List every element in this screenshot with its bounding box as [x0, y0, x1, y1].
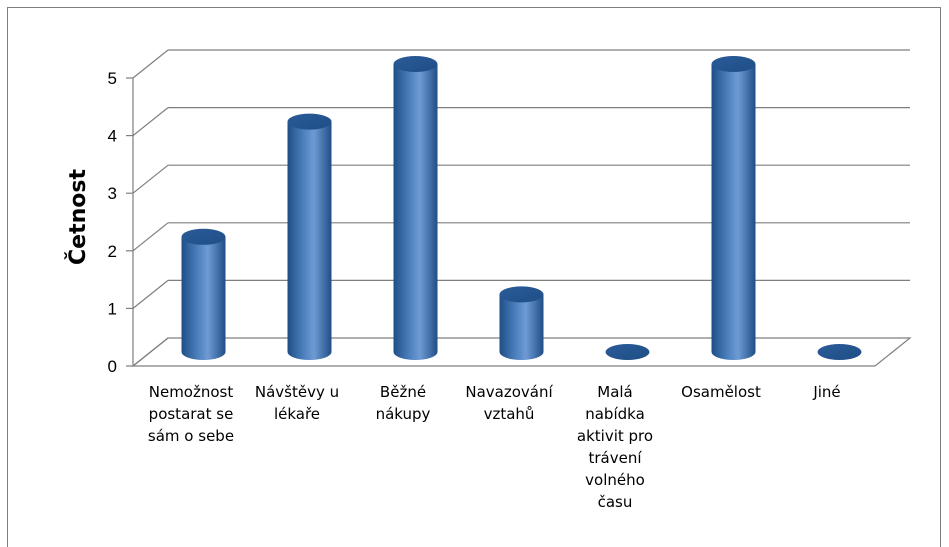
gridline-side — [132, 107, 169, 137]
gridline-side — [132, 222, 169, 252]
x-tick-label: Osamělost — [681, 383, 761, 401]
y-tick-label: 5 — [108, 69, 117, 88]
y-tick-label: 2 — [108, 242, 117, 261]
axes — [126, 77, 912, 367]
bar-cap — [605, 344, 650, 360]
bar-body — [711, 64, 756, 360]
bars — [181, 56, 862, 360]
chart-floor — [131, 337, 912, 367]
gridline-side — [132, 279, 169, 309]
bar-cap — [181, 228, 226, 245]
bar-cap — [393, 56, 438, 72]
bar — [181, 228, 226, 360]
bar — [711, 56, 756, 360]
y-tick-label: 1 — [108, 299, 117, 318]
y-tick-label: 0 — [108, 357, 117, 376]
y-axis-title: Četnost — [65, 169, 91, 265]
bar-body — [499, 294, 544, 360]
gridline-side — [132, 164, 169, 194]
x-tick-label: Navazování vztahů — [465, 383, 553, 423]
bar-cap — [711, 56, 756, 72]
bar-body — [287, 121, 332, 360]
y-tick-label: 4 — [108, 127, 117, 146]
x-tick-label: Běžné nákupy — [376, 383, 431, 423]
bar — [499, 286, 544, 360]
bar — [817, 344, 862, 360]
bar — [393, 56, 438, 360]
bar-cap — [817, 344, 862, 360]
chart-frame — [7, 7, 941, 547]
x-tick-label: Nemožnost postarat se sám o sebe — [148, 383, 234, 445]
labels: 0 1 2 3 4 5 Nemožnost postarat se sám o sebe Návš… — [108, 69, 841, 511]
x-tick-label: Malá nabídka aktivit pro trávení volného času — [577, 383, 653, 511]
bar — [605, 344, 650, 360]
y-tick-label: 3 — [108, 184, 117, 203]
bar-body — [393, 64, 438, 360]
x-tick-label: Návštěvy u lékaře — [255, 383, 339, 423]
bar-cap — [499, 286, 544, 303]
bar-cap — [287, 113, 332, 130]
gridline-side — [132, 49, 169, 79]
bar — [287, 113, 332, 360]
bar-body — [181, 236, 226, 360]
x-tick-label: Jiné — [812, 383, 840, 401]
